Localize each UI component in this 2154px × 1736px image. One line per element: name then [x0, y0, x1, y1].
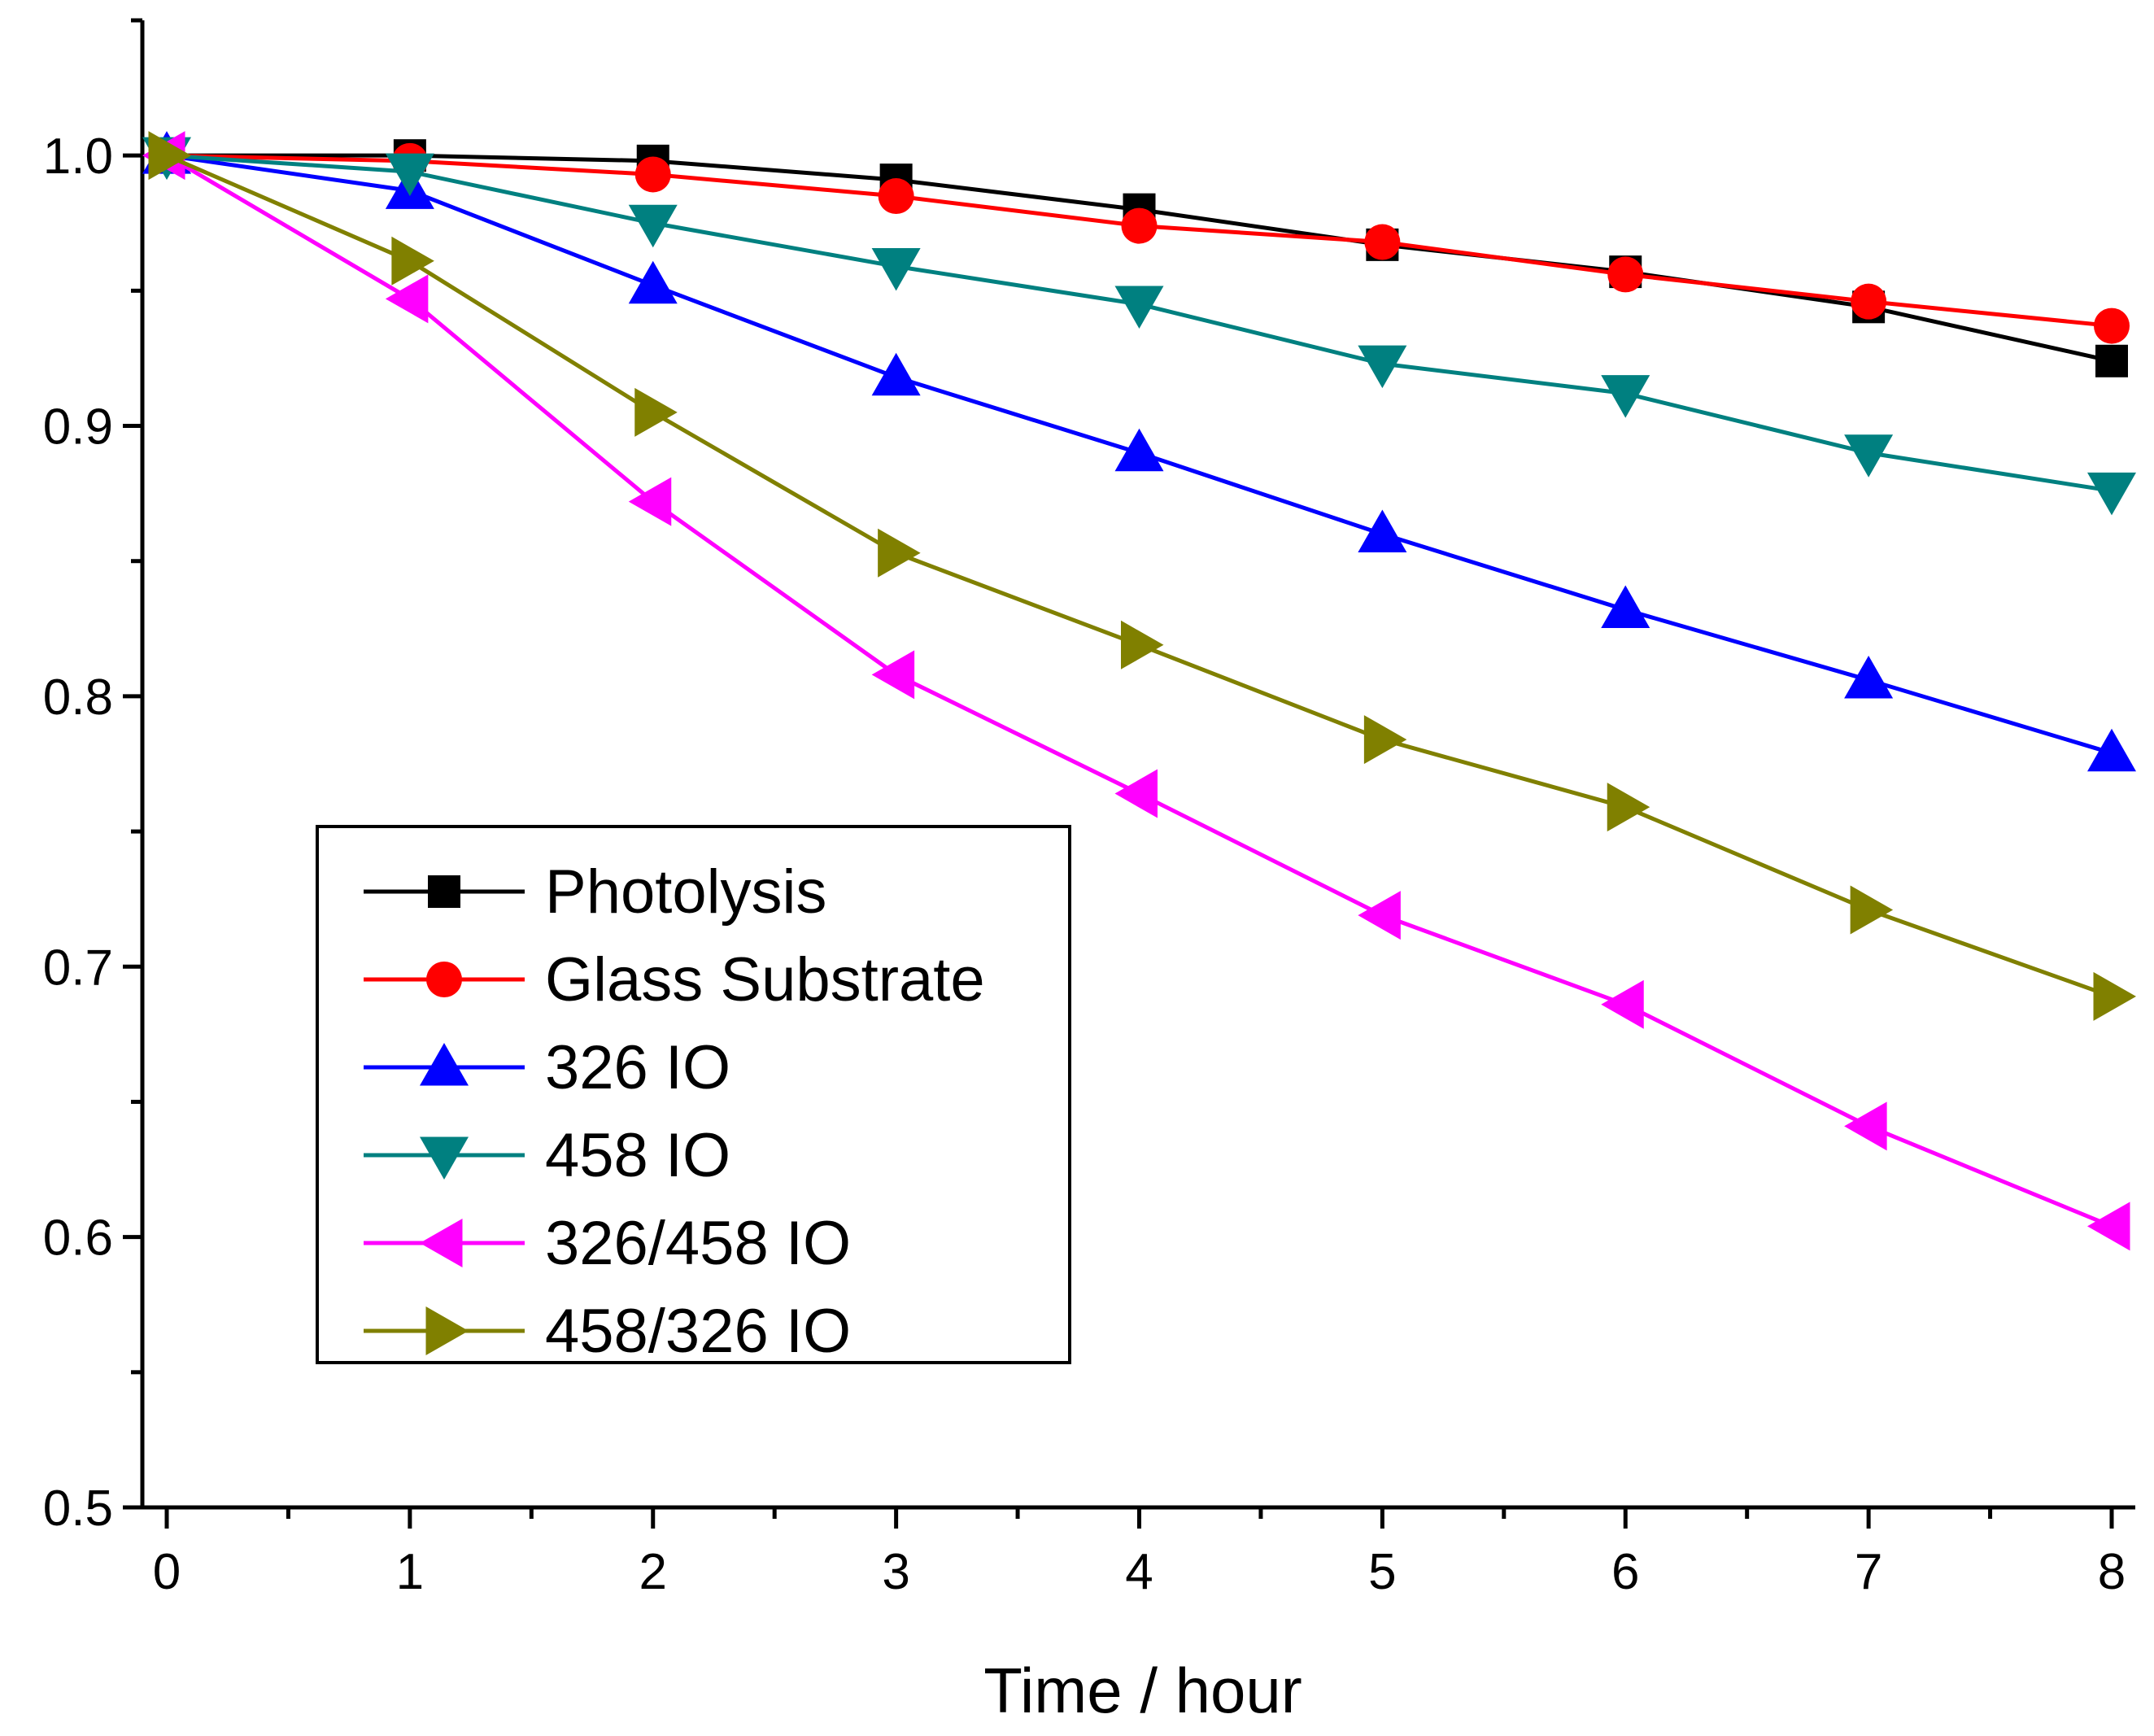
data-point: [1601, 979, 1644, 1029]
x-tick-label: 3: [882, 1544, 909, 1600]
data-point: [1358, 891, 1401, 940]
legend-marker: [426, 962, 462, 997]
data-point: [628, 260, 678, 304]
legend-box: [316, 825, 1071, 1364]
data-point: [1358, 345, 1407, 389]
data-point: [2094, 308, 2130, 344]
data-point: [2093, 971, 2136, 1021]
data-point: [1121, 207, 1158, 244]
x-tick-label: 8: [2098, 1544, 2126, 1600]
data-point: [148, 131, 191, 181]
data-point: [2087, 728, 2136, 772]
data-point: [2095, 344, 2128, 377]
y-tick-label: 0.6: [43, 1210, 113, 1267]
series-layer: [142, 131, 2136, 1251]
series-458-326-io: [148, 131, 2136, 1021]
data-point: [871, 352, 921, 396]
legend-label: 458 IO: [545, 1121, 730, 1190]
data-point: [1844, 655, 1894, 699]
data-point: [2087, 1202, 2130, 1251]
data-point: [2087, 472, 2136, 516]
y-tick-label: 1.0: [43, 129, 113, 185]
data-point: [1364, 224, 1401, 260]
data-point: [1851, 283, 1887, 320]
x-tick-label: 4: [1125, 1544, 1153, 1600]
data-point: [1607, 256, 1644, 293]
x-tick-label: 6: [1611, 1544, 1639, 1600]
legend-label: Photolysis: [545, 857, 826, 927]
legend-item: 458 IO: [364, 1121, 730, 1190]
legend-marker: [420, 1219, 463, 1267]
legend-item: 326 IO: [364, 1033, 730, 1102]
data-point: [1850, 885, 1894, 935]
data-point: [628, 204, 678, 248]
legend-item: Photolysis: [364, 857, 826, 927]
series-326-458-io: [142, 131, 2130, 1251]
y-tick-label: 0.7: [43, 940, 113, 996]
data-point: [878, 528, 921, 578]
data-point: [628, 477, 672, 526]
data-point: [634, 387, 678, 437]
data-point: [1114, 769, 1158, 818]
data-point: [871, 650, 915, 700]
data-point: [634, 156, 671, 193]
x-axis-label: Time / hour: [983, 1655, 1302, 1726]
legend-label: 326 IO: [545, 1033, 730, 1102]
legend-item: 458/326 IO: [364, 1297, 851, 1366]
data-point: [391, 236, 434, 286]
x-tick-label: 5: [1368, 1544, 1396, 1600]
legend-label: 326/458 IO: [545, 1209, 851, 1278]
y-tick-label: 0.9: [43, 399, 113, 456]
legend-label: Glass Substrate: [545, 945, 985, 1014]
series-458-io: [142, 137, 2136, 516]
legend-item: 326/458 IO: [364, 1209, 851, 1278]
data-point: [878, 178, 914, 215]
legend-item: Glass Substrate: [364, 945, 985, 1014]
x-tick-label: 0: [153, 1544, 181, 1600]
y-tick-label: 0.8: [43, 670, 113, 726]
legend-label: 458/326 IO: [545, 1297, 851, 1366]
data-point: [871, 247, 921, 291]
data-point: [1844, 434, 1894, 478]
y-tick-label: 0.5: [43, 1481, 113, 1537]
legend: Photolysis Glass Substrate 326 IO 458 IO 326…: [316, 825, 1071, 1366]
legend-marker: [425, 1306, 469, 1355]
legend-marker: [420, 1136, 469, 1180]
series-326-io: [142, 131, 2136, 772]
x-tick-label: 2: [639, 1544, 667, 1600]
axes: 0.5 0.6 0.7 0.8 0.9 1.0 0 1 2 3 4 5 6 7 8: [43, 18, 2135, 1600]
data-point: [1363, 715, 1407, 765]
x-tick-label: 1: [396, 1544, 424, 1600]
data-point: [1121, 620, 1164, 670]
legend-marker: [428, 875, 460, 908]
data-point: [385, 274, 429, 324]
data-point: [1607, 783, 1650, 832]
data-point: [1844, 1101, 1887, 1151]
data-point: [1601, 375, 1650, 418]
data-point: [1114, 428, 1164, 472]
data-point: [1601, 585, 1650, 629]
data-point: [1358, 509, 1407, 552]
data-point: [385, 153, 434, 197]
x-tick-label: 7: [1855, 1544, 1882, 1600]
legend-marker: [420, 1043, 469, 1086]
data-point: [1114, 286, 1164, 329]
